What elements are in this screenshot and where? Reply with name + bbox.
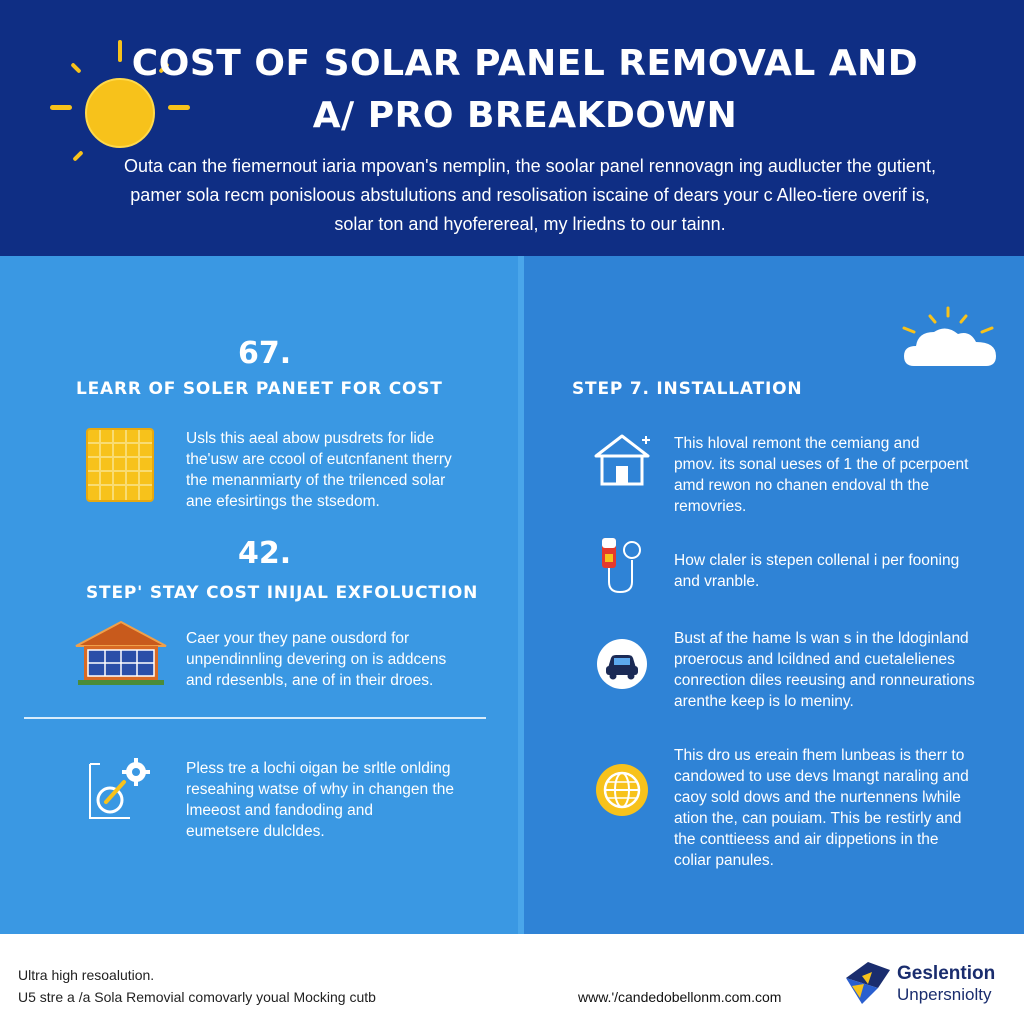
install-item-3-line-2: proerocus and lcildned and cuetalelienes xyxy=(674,651,955,668)
section-1-text: Usls this aeal abow pusdrets for lide th… xyxy=(186,428,452,512)
intro-line-2: pamer sola recm ponisloous abstulutions … xyxy=(130,185,930,205)
install-item-1-line-2: pmov. its sonal ueses of 1 the of pcerpo… xyxy=(674,456,969,473)
section-3-text: Pless tre a lochi oigan be srltle onldin… xyxy=(186,758,454,842)
install-item-2-line-2: and vranble. xyxy=(674,573,760,590)
section-1-title: LEARR OF SOLER PANEET FOR COST xyxy=(76,379,443,399)
section-2-number: 42. xyxy=(238,536,292,571)
install-item-4-line-6: coliar panules. xyxy=(674,852,774,869)
tools-gear-icon xyxy=(89,758,150,819)
install-item-1-text: This hloval remont the cemiang and pmov.… xyxy=(674,433,968,517)
install-item-4-line-2: candowed to use devs lmangt naraling and xyxy=(674,768,969,785)
install-item-3-line-1: Bust af the hame ls wan s in the ldoginl… xyxy=(674,630,969,647)
solar-panel-icon xyxy=(86,428,154,502)
section-3-line-3: lmeeost and fandoding and xyxy=(186,802,374,819)
intro-line-1: Outa can the fiemernout iaria mpovan's n… xyxy=(124,156,936,176)
install-item-4-line-3: caoy sold dows and the nurtennens lwhile xyxy=(674,789,961,806)
page-title: COST OF SOLAR PANEL REMOVAL AND A/ PRO B… xyxy=(130,38,920,142)
car-icon xyxy=(597,639,647,689)
footer-url-link[interactable]: www.'/candedobellonm.com.com xyxy=(578,989,782,1005)
install-item-3-line-3: conrection diles reeusing and ronneurati… xyxy=(674,672,975,689)
install-item-1-line-3: amd rewon no chanen endoval th the xyxy=(674,477,930,494)
section-1-line-3: the menanmiarty of the trilenced solar xyxy=(186,472,446,489)
right-panel xyxy=(522,256,1024,934)
section-1-line-2: the'usw are ccool of eutcnfanent therry xyxy=(186,451,452,468)
plug-icon xyxy=(602,538,641,594)
intro-paragraph: Outa can the fiemernout iaria mpovan's n… xyxy=(90,152,970,239)
section-2-line-3: and rdesenbls, ane of in their droes. xyxy=(186,672,434,689)
title-line-2: A/ PRO BREAKDOWN xyxy=(312,95,738,136)
section-1-line-4: ane efesirtings the stsedom. xyxy=(186,493,380,510)
section-3-line-1: Pless tre a lochi oigan be srltle onldin… xyxy=(186,760,451,777)
brand-name: Geslention xyxy=(897,963,996,984)
brand-logo-icon xyxy=(846,962,890,1004)
section-divider xyxy=(24,717,486,719)
house-icon xyxy=(594,434,650,486)
section-2-title: STEP' STAY COST INIJAL EXFOLUCTION xyxy=(86,583,479,603)
install-item-2-text: How claler is stepen collenal i per foon… xyxy=(674,550,959,592)
install-item-3-text: Bust af the hame ls wan s in the ldoginl… xyxy=(674,628,975,712)
cloud-sun-icon xyxy=(902,306,996,366)
install-item-4-line-1: This dro us ereain fhem lunbeas is therr… xyxy=(674,747,965,764)
section-3-line-2: reseahing watse of why in changen the xyxy=(186,781,454,798)
section-1-number: 67. xyxy=(238,336,292,371)
left-panel xyxy=(0,256,522,934)
install-item-4-line-4: ation the, can pouiam. This be restirly … xyxy=(674,810,962,827)
install-item-1-line-4: removries. xyxy=(674,498,747,515)
section-3-line-4: eumetsere dulcldes. xyxy=(186,823,325,840)
header-banner xyxy=(0,0,1024,256)
section-1-line-1: Usls this aeal abow pusdrets for lide xyxy=(186,430,435,447)
house-solar-icon xyxy=(75,620,167,685)
section-2-line-2: unpendinnling devering on is addcens xyxy=(186,651,447,668)
panel-divider xyxy=(518,256,524,934)
section-2-line-1: Caer your they pane ousdord for xyxy=(186,630,410,647)
footer-note-1: Ultra high resoalution. xyxy=(18,967,155,983)
install-item-2-line-1: How claler is stepen collenal i per foon… xyxy=(674,552,960,569)
right-section-title: STEP 7. INSTALLATION xyxy=(572,379,803,399)
intro-line-3: solar ton and hyoferereal, my lriedns to… xyxy=(334,214,726,234)
sun-icon xyxy=(50,40,190,161)
footer-note-2: U5 stre a /a Sola Removial comovarly you… xyxy=(18,989,376,1005)
install-item-1-line-1: This hloval remont the cemiang and xyxy=(674,435,920,452)
install-item-4-text: This dro us ereain fhem lunbeas is therr… xyxy=(674,745,969,871)
install-item-3-line-4: arenthe keep is lo meniny. xyxy=(674,693,854,710)
globe-icon xyxy=(596,764,648,816)
brand-subtitle: Unpersniolty xyxy=(897,985,992,1004)
section-2-text: Caer your they pane ousdord for unpendin… xyxy=(186,628,446,691)
install-item-4-line-5: the conttieess and air dippetions in the xyxy=(674,831,939,848)
title-line-1: COST OF SOLAR PANEL REMOVAL AND xyxy=(131,43,919,84)
